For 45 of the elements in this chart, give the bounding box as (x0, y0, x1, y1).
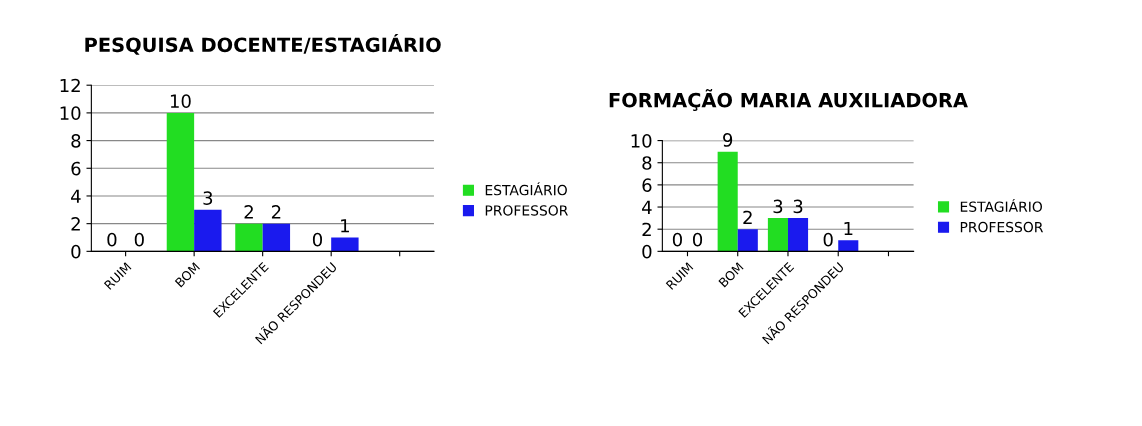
data-label: 0 (107, 232, 117, 247)
bar (717, 151, 738, 252)
y-tick-label: 4 (71, 189, 81, 203)
y-tick-label: 8 (642, 156, 652, 170)
y-tick-label: 6 (642, 178, 652, 192)
data-label: 1 (844, 221, 853, 236)
bar (767, 218, 788, 252)
bar (787, 218, 809, 252)
data-label: 10 (170, 94, 191, 108)
data-label: 0 (134, 232, 144, 247)
y-tick-label: 4 (642, 200, 652, 214)
bar (737, 229, 758, 252)
legend-label: PROFESSOR (485, 205, 568, 216)
y-tick-label: 0 (642, 244, 652, 259)
data-label: 2 (244, 205, 253, 219)
data-label: 0 (692, 232, 703, 247)
data-label: 3 (773, 199, 783, 214)
legend-label: PROFESSOR (960, 221, 1044, 233)
y-tick-label: 8 (71, 134, 81, 148)
y-tick-label: 0 (71, 244, 81, 259)
y-tick-label: 6 (71, 161, 81, 176)
bar (262, 223, 291, 252)
data-label: 2 (271, 205, 281, 219)
data-label: 0 (823, 232, 833, 247)
legend-label: ESTAGIÁRIO (960, 198, 1043, 212)
data-label: 1 (341, 219, 349, 233)
bar (838, 240, 859, 252)
data-label: 3 (203, 191, 213, 205)
y-tick-label: 10 (631, 134, 652, 148)
y-tick-label: 12 (60, 78, 80, 93)
data-label: 0 (672, 232, 682, 247)
chart-title: FORMAÇÃO MARIA AUXILIADORA (609, 89, 968, 112)
bar (166, 112, 195, 252)
data-label: 0 (312, 232, 323, 247)
y-tick-label: 2 (642, 222, 651, 237)
y-tick-label: 2 (71, 217, 80, 231)
data-label: 9 (723, 133, 733, 147)
data-label: 2 (743, 210, 752, 225)
bar (331, 237, 359, 252)
data-label: 3 (793, 199, 803, 214)
y-tick-label: 10 (60, 106, 81, 121)
legend-label: ESTAGIÁRIO (485, 182, 567, 196)
bar (194, 209, 222, 252)
bar (235, 223, 263, 252)
chart-title: PESQUISA DOCENTE/ESTAGIÁRIO (85, 33, 441, 55)
